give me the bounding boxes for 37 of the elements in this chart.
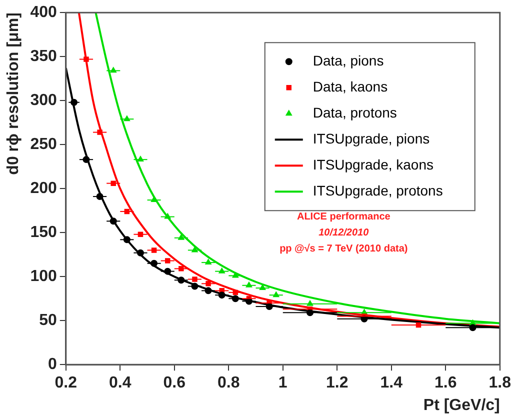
annotation: 10/12/2010 [318,228,370,239]
point [206,281,211,286]
point [192,276,198,282]
x-tick-label: 1.2 [326,374,348,392]
y-tick-label: 400 [30,4,57,22]
point [84,56,89,62]
annotation: pp @√s = 7 TeV (2010 data) [280,244,408,255]
x-tick-label: 1 [278,374,288,392]
x-tick-label: 0.6 [163,374,186,392]
y-tick-label: 250 [30,136,57,154]
y-tick-label: 150 [30,224,57,242]
y-axis-title: d0 rϕ resolution [μm] [5,12,22,175]
x-tick-label: 0.8 [218,374,240,392]
x-axis-title: Pt [GeV/c] [423,396,500,414]
y-tick-label: 350 [30,48,57,66]
x-tick-label: 1.4 [380,374,403,392]
legend-label: Data, protons [312,104,397,120]
point [164,213,171,219]
x-tick-label: 0.2 [54,374,78,392]
y-tick-label: 300 [30,92,57,110]
point [218,268,225,274]
point [110,180,116,186]
y-tick-label: 200 [30,180,57,198]
point [178,266,184,272]
x-tick-label: 0.4 [109,374,132,392]
y-tick-label: 0 [48,356,57,374]
legend-label: ITSUpgrade, kaons [312,156,434,172]
y-tick-label: 50 [39,312,57,330]
legend-label: Data, pions [312,52,384,68]
legend-label: Data, kaons [312,78,388,94]
x-tick-label: 1.8 [488,374,512,392]
y-tick-label: 100 [30,268,57,286]
point [97,130,102,135]
legend-label: ITSUpgrade, protons [312,182,443,198]
x-tick-label: 1.6 [434,374,457,392]
legend-label: ITSUpgrade, pions [312,130,430,146]
annotation: ALICE performance [296,212,391,223]
